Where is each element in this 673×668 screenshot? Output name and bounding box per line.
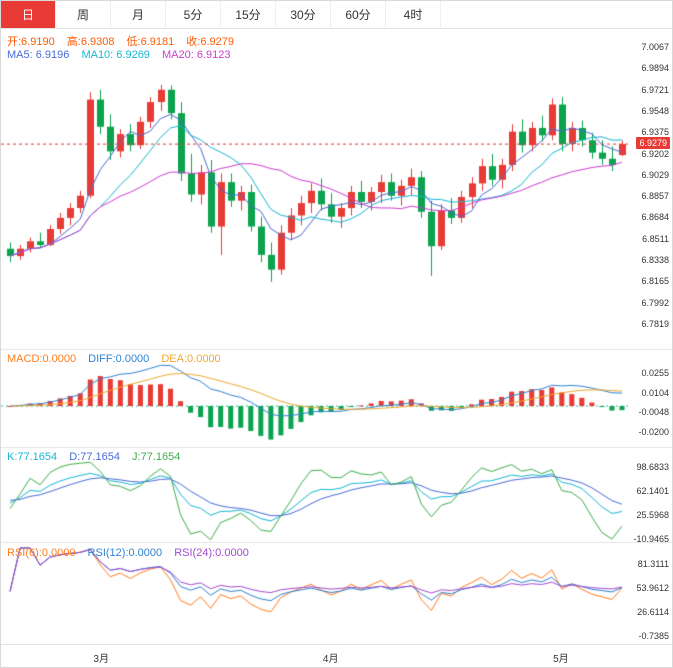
y-axis-tick: 6.9029 — [641, 169, 669, 180]
y-axis-tick: -0.7385 — [638, 631, 669, 641]
tab-5min[interactable]: 5分 — [166, 1, 221, 28]
ma5-value: MA5: 6.9196 — [7, 49, 70, 61]
ma20-value: MA20: 6.9123 — [162, 49, 231, 61]
y-axis-tick: -10.9465 — [633, 534, 669, 544]
rsi24-value: RSI(24):0.0000 — [174, 547, 249, 559]
rsi6-value: RSI(6):0.0000 — [7, 547, 76, 559]
diff-value: DIFF:0.0000 — [88, 353, 150, 365]
y-axis-tick: 62.1401 — [636, 486, 669, 496]
y-axis-tick: -0.0048 — [638, 407, 669, 418]
y-axis-tick: 53.9612 — [636, 583, 669, 593]
y-axis-tick: 25.5968 — [636, 510, 669, 520]
period-toolbar: 日周月 5分 15分 30分 60分 4时 — [1, 1, 672, 29]
tab-day[interactable]: 日 — [1, 1, 56, 28]
current-price-badge: 6.9279 — [636, 137, 670, 150]
y-axis-tick: 0.0104 — [641, 387, 669, 398]
y-axis-tick: 6.9548 — [641, 105, 669, 116]
y-axis-tick: 26.6114 — [637, 607, 669, 617]
tab-30min[interactable]: 30分 — [276, 1, 331, 28]
y-axis-tick: 6.9721 — [641, 84, 669, 95]
y-axis-tick: 6.9375 — [641, 127, 669, 138]
macd-value: MACD:0.0000 — [7, 353, 77, 365]
x-axis-month-label: 5月 — [553, 654, 569, 665]
low-value: 低:6.9181 — [126, 36, 175, 48]
y-axis-tick: 6.7819 — [641, 319, 669, 330]
ma-header: MA5: 6.9196 MA10: 6.9269 MA20: 6.9123 — [7, 49, 240, 61]
y-axis-tick: 6.8511 — [642, 233, 669, 244]
x-axis-month-label: 4月 — [322, 654, 339, 665]
tab-60min[interactable]: 60分 — [331, 1, 386, 28]
rsi12-value: RSI(12):0.0000 — [87, 547, 163, 559]
tab-week[interactable]: 周 — [56, 1, 111, 28]
y-axis-tick: 6.9894 — [641, 63, 669, 74]
close-value: 收:6.9279 — [186, 36, 234, 48]
kdj-header: K:77.1654 D:77.1654 J:77.1654 — [7, 451, 189, 463]
open-value: 开:6.9190 — [7, 36, 55, 48]
y-axis-tick: -0.0200 — [638, 427, 669, 437]
tab-month[interactable]: 月 — [111, 1, 166, 28]
macd-header: MACD:0.0000 DIFF:0.0000 DEA:0.0000 — [7, 353, 230, 365]
high-value: 高:6.9308 — [66, 36, 115, 48]
y-axis-tick: 6.9202 — [641, 148, 669, 159]
y-axis-tick: 98.6833 — [636, 462, 669, 472]
y-axis-tick: 6.8684 — [641, 212, 669, 223]
y-axis-tick: 7.0067 — [641, 42, 669, 52]
ma10-value: MA10: 6.9269 — [81, 49, 150, 61]
j-value: J:77.1654 — [132, 451, 181, 463]
ohlc-header: 开:6.9190 高:6.9308 低:6.9181 收:6.9279 — [7, 33, 243, 49]
y-axis-tick: 6.8165 — [641, 276, 669, 287]
chart-canvas[interactable] — [1, 29, 672, 644]
k-value: K:77.1654 — [7, 451, 58, 463]
y-axis-tick: 6.7992 — [641, 297, 669, 308]
tab-4hour[interactable]: 4时 — [386, 1, 441, 28]
x-axis-month-label: 3月 — [93, 654, 109, 665]
y-axis-tick: 6.8857 — [641, 191, 669, 202]
y-axis-tick: 81.3111 — [637, 559, 669, 569]
x-axis-months: 3月 4月 5月 — [1, 644, 672, 667]
y-axis-tick: 0.0255 — [641, 368, 669, 378]
rsi-header: RSI(6):0.0000 RSI(12):0.0000 RSI(24):0.0… — [7, 547, 258, 559]
tab-15min[interactable]: 15分 — [221, 1, 276, 28]
d-value: D:77.1654 — [69, 451, 120, 463]
y-axis-tick: 6.8338 — [641, 255, 669, 266]
dea-value: DEA:0.0000 — [161, 353, 221, 365]
